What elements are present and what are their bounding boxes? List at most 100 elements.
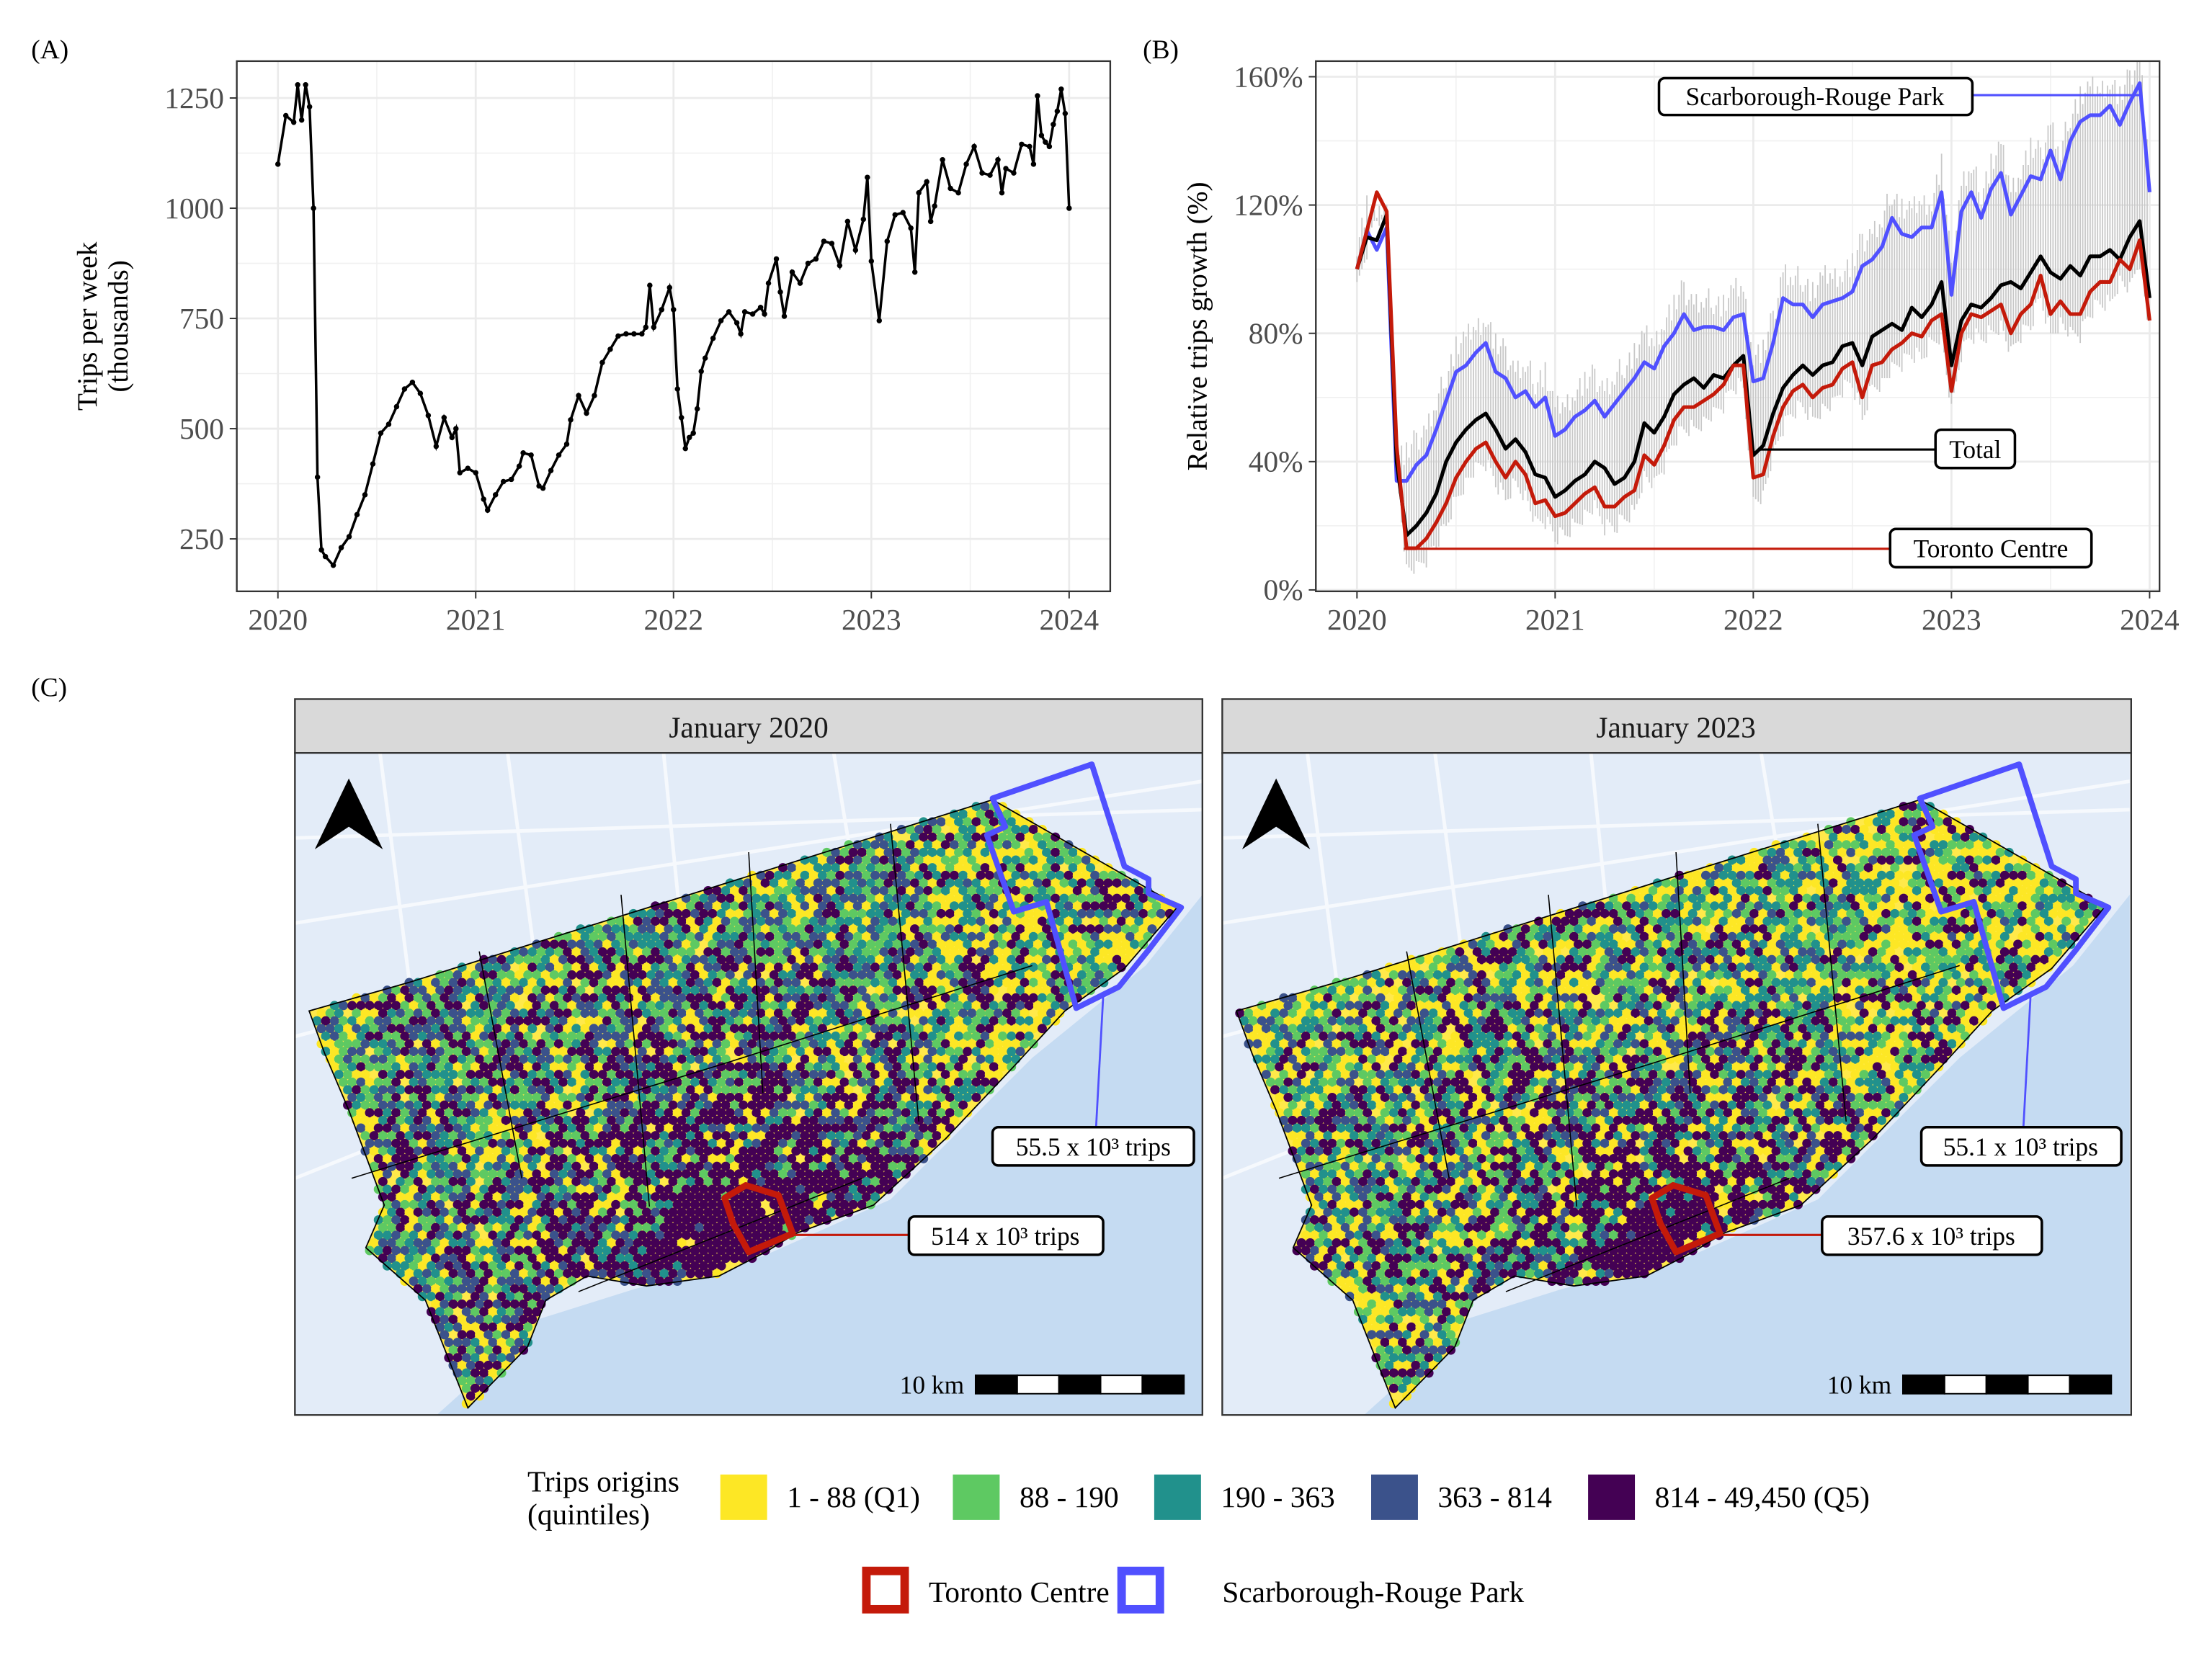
hex-cell (800, 901, 810, 911)
hex-cell (716, 985, 726, 996)
hex-cell (628, 1230, 638, 1240)
hex-cell (980, 1077, 990, 1087)
hex-cell (1943, 817, 1953, 827)
hex-cell (672, 1138, 682, 1148)
hex-cell (804, 985, 814, 996)
hex-cell (1859, 901, 1869, 911)
hex-cell (1894, 870, 1904, 880)
hex-cell (993, 1039, 1003, 1049)
hex-cell (378, 993, 388, 1003)
hex-cell (875, 1031, 885, 1041)
hex-cell (567, 954, 577, 965)
hex-cell (1011, 931, 1021, 942)
hex-cell (641, 1085, 651, 1095)
hex-cell (651, 1207, 661, 1217)
hex-cell (813, 878, 823, 888)
hex-cell (927, 832, 937, 842)
hex-cell (404, 1009, 414, 1019)
hex-cell (1925, 893, 1935, 903)
hex-cell (607, 1039, 617, 1049)
hex-cell (611, 954, 621, 965)
hex-cell (831, 1031, 841, 1041)
hex-cell (448, 1253, 458, 1264)
hex-cell (817, 1070, 827, 1080)
hex-cell (607, 1070, 617, 1080)
hex-cell (1081, 901, 1091, 911)
hex-cell (1718, 870, 1729, 880)
hex-cell (870, 1115, 880, 1125)
hex-cell (553, 962, 563, 972)
hex-cell (826, 1176, 837, 1186)
hex-cell (664, 1199, 674, 1209)
hex-cell (1692, 886, 1702, 896)
hex-cell (1767, 878, 1777, 888)
hex-cell (1024, 954, 1034, 965)
hex-cell (431, 1299, 441, 1309)
hex-cell (813, 1138, 823, 1148)
hex-cell (848, 1047, 858, 1057)
hex-cell (611, 1153, 621, 1163)
hex-cell (791, 1070, 801, 1080)
hex-cell (452, 1062, 463, 1072)
road (1433, 753, 1466, 966)
hex-cell (576, 1246, 586, 1256)
hex-cell (870, 978, 880, 988)
hex-cell (905, 1146, 915, 1156)
hex-cell (888, 947, 898, 957)
hex-cell (721, 1085, 731, 1095)
hex-cell (980, 878, 990, 888)
hex-cell (1754, 855, 1764, 865)
hex-cell (391, 1092, 401, 1102)
hex-cell (677, 1269, 687, 1279)
hex-cell (1938, 840, 1948, 850)
hex-cell (448, 1085, 458, 1095)
hex-cell (509, 1269, 519, 1279)
hex-cell (945, 954, 955, 965)
hex-cell (734, 1246, 744, 1256)
hex-cell (721, 993, 731, 1003)
hex-cell (391, 1001, 401, 1011)
hex-cell (624, 1192, 634, 1202)
hex-cell (549, 1031, 559, 1041)
hex-cell (593, 1230, 603, 1240)
hex-cell (879, 870, 889, 880)
hex-cell (958, 840, 968, 850)
hex-cell (998, 1016, 1008, 1026)
hex-cell (488, 1184, 498, 1194)
hex-cell (940, 855, 950, 865)
hex-cell (527, 947, 538, 957)
hex-cell (971, 1016, 981, 1026)
hex-cell (923, 1070, 933, 1080)
hex-cell (734, 908, 744, 918)
hex-cell (1059, 893, 1069, 903)
hex-cell (664, 924, 674, 934)
hex-cell (681, 1199, 691, 1209)
hex-cell (563, 1238, 573, 1248)
hex-cell (1762, 901, 1772, 911)
hex-cell (655, 1261, 665, 1271)
hex-cell (940, 901, 950, 911)
hex-cell (716, 1001, 726, 1011)
hex-cell (527, 1054, 538, 1064)
hex-cell (936, 863, 946, 873)
hex-cell (576, 939, 586, 949)
data-point (520, 450, 526, 456)
hex-cell (602, 1077, 612, 1087)
hex-cell (527, 1269, 538, 1279)
hex-cell (1881, 893, 1891, 903)
riding-boundary (620, 894, 651, 1207)
hex-cell (769, 1153, 779, 1163)
hex-cell (708, 954, 718, 965)
hex-cell (1020, 870, 1030, 880)
hex-cell (567, 1031, 577, 1041)
hex-cell (615, 1146, 625, 1156)
hex-cell (452, 1338, 463, 1347)
data-point (314, 474, 321, 480)
hex-cell (721, 916, 731, 926)
hex-cell (752, 1108, 762, 1118)
hex-cell (672, 1108, 682, 1118)
hex-cell (721, 1100, 731, 1110)
hex-cell (1890, 847, 1900, 857)
hex-cell (1744, 901, 1754, 911)
hex-cell (655, 924, 665, 934)
